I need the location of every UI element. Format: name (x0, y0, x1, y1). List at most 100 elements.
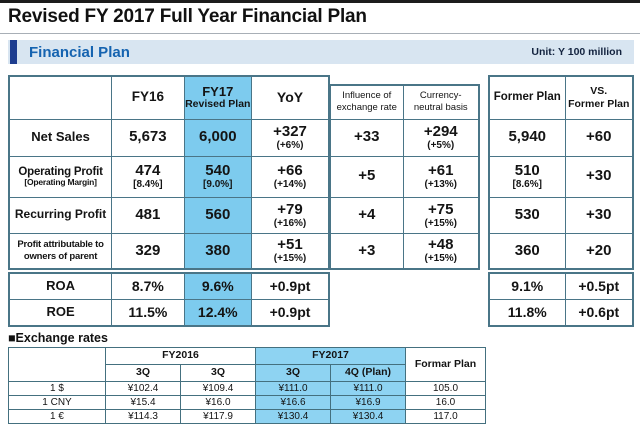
recurring-profit-currency-neutral: +75 (+15%) (402, 196, 480, 234)
col-header-fy16: FY16 (111, 75, 185, 120)
eur-formar-plan: 117.0 (405, 409, 486, 424)
subtable-row-recurring-profit: +4 +75 (+15%) (329, 196, 480, 234)
row-label-profit-attributable: Profit attributable to owners of parent (8, 232, 113, 270)
net-sales-influence: +33 (329, 118, 404, 157)
eur-fy2017-3q: ¥130.4 (255, 409, 331, 424)
title-divider (0, 33, 640, 34)
net-sales-yoy: +327 (+6%) (250, 118, 330, 157)
usd-fy2016-q2: ¥109.4 (180, 381, 256, 396)
subtable-row-net-sales: +33 +294 (+5%) (329, 118, 480, 157)
cny-fy2017-4q: ¥16.9 (330, 395, 406, 410)
profit-attributable-former: 360 (488, 232, 566, 270)
top-border-bar (0, 0, 640, 3)
recurring-profit-vs-former: +30 (564, 196, 634, 234)
col-header-former-plan: Former Plan (488, 75, 566, 120)
col-header-fy2016-q1: 3Q (105, 364, 181, 382)
row-label-roa: ROA (8, 272, 113, 300)
section-accent-stripe (10, 40, 17, 64)
table-row-operating-profit: Operating Profit [Operating Margin] 474 … (8, 155, 330, 198)
col-header-fy2016: FY2016 (105, 347, 256, 365)
row-label-operating-profit: Operating Profit [Operating Margin] (8, 155, 113, 198)
profit-attributable-currency-neutral: +48 (+15%) (402, 232, 480, 270)
exchange-row-eur: 1 € ¥114.3 ¥117.9 ¥130.4 ¥130.4 117.0 (8, 409, 486, 424)
roe-yoy: +0.9pt (250, 298, 330, 327)
row-label-roe: ROE (8, 298, 113, 327)
usd-fy2016-q1: ¥102.4 (105, 381, 181, 396)
col-header-fy2017-3q: 3Q (255, 364, 331, 382)
row-label-eur: 1 € (8, 409, 106, 424)
table-row-roa: ROA 8.7% 9.6% +0.9pt (8, 272, 330, 300)
former-plan-header-row: Former Plan VS. Former Plan (488, 75, 634, 120)
exchange-row-cny: 1 CNY ¥15.4 ¥16.0 ¥16.6 ¥16.9 16.0 (8, 395, 486, 410)
net-sales-fy16: 5,673 (111, 118, 185, 157)
row-label-usd: 1 $ (8, 381, 106, 396)
operating-profit-fy17: 540 [9.0%] (183, 155, 252, 198)
former-plan-row-profit-attributable: 360 +20 (488, 232, 634, 270)
usd-formar-plan: 105.0 (405, 381, 486, 396)
eur-fy2016-q2: ¥117.9 (180, 409, 256, 424)
section-title: Financial Plan (29, 43, 130, 61)
exchange-influence-subtable: Influence of exchange rate Currency- neu… (329, 84, 480, 270)
net-sales-former: 5,940 (488, 118, 566, 157)
row-label-cny: 1 CNY (8, 395, 106, 410)
former-plan-row-roe: 11.8% +0.6pt (488, 298, 634, 327)
col-header-fy2017: FY2017 (255, 347, 406, 365)
exchange-corner-cell (8, 347, 106, 382)
eur-fy2017-4q: ¥130.4 (330, 409, 406, 424)
operating-profit-yoy: +66 (+14%) (250, 155, 330, 198)
roe-former: 11.8% (488, 298, 566, 327)
financial-plan-table: FY16 FY17 Revised Plan YoY Net Sales 5,6… (8, 75, 330, 270)
page-title: Revised FY 2017 Full Year Financial Plan (8, 6, 367, 27)
col-header-formar-plan: Formar Plan (405, 347, 486, 382)
operating-profit-influence: +5 (329, 155, 404, 198)
col-header-influence-of-exchange-rate: Influence of exchange rate (329, 84, 404, 120)
subtable-row-operating-profit: +5 +61 (+13%) (329, 155, 480, 198)
roe-fy17: 12.4% (183, 298, 252, 327)
col-header-currency-neutral-basis: Currency- neutral basis (402, 84, 480, 120)
recurring-profit-former: 530 (488, 196, 566, 234)
profit-attributable-influence: +3 (329, 232, 404, 270)
exchange-rates-title: ■Exchange rates (8, 331, 108, 345)
col-header-vs-former-plan: VS. Former Plan (564, 75, 634, 120)
former-plan-row-roa: 9.1% +0.5pt (488, 272, 634, 300)
roa-roe-table: ROA 8.7% 9.6% +0.9pt ROE 11.5% 12.4% +0.… (8, 272, 330, 327)
operating-profit-currency-neutral: +61 (+13%) (402, 155, 480, 198)
table-row-roe: ROE 11.5% 12.4% +0.9pt (8, 298, 330, 327)
row-label-recurring-profit: Recurring Profit (8, 196, 113, 234)
row-label-net-sales: Net Sales (8, 118, 113, 157)
table-row-profit-attributable: Profit attributable to owners of parent … (8, 232, 330, 270)
recurring-profit-influence: +4 (329, 196, 404, 234)
exchange-header-row-1: FY2016 FY2017 Formar Plan (8, 347, 486, 382)
table-row-recurring-profit: Recurring Profit 481 560 +79 (+16%) (8, 196, 330, 234)
profit-attributable-yoy: +51 (+15%) (250, 232, 330, 270)
roa-fy16: 8.7% (111, 272, 185, 300)
col-header-fy2017-4q-plan: 4Q (Plan) (330, 364, 406, 382)
operating-profit-vs-former: +30 (564, 155, 634, 198)
recurring-profit-yoy: +79 (+16%) (250, 196, 330, 234)
col-header-fy2016-q2: 3Q (180, 364, 256, 382)
roe-fy16: 11.5% (111, 298, 185, 327)
recurring-profit-fy17: 560 (183, 196, 252, 234)
former-plan-row-recurring-profit: 530 +30 (488, 196, 634, 234)
eur-fy2016-q1: ¥114.3 (105, 409, 181, 424)
cny-fy2016-q1: ¥15.4 (105, 395, 181, 410)
roe-vs-former: +0.6pt (564, 298, 634, 327)
col-header-yoy: YoY (250, 75, 330, 120)
subtable-row-profit-attributable: +3 +48 (+15%) (329, 232, 480, 270)
table-row-net-sales: Net Sales 5,673 6,000 +327 (+6%) (8, 118, 330, 157)
former-plan-row-net-sales: 5,940 +60 (488, 118, 634, 157)
cny-fy2016-q2: ¥16.0 (180, 395, 256, 410)
usd-fy2017-4q: ¥111.0 (330, 381, 406, 396)
former-plan-row-operating-profit: 510 [8.6%] +30 (488, 155, 634, 198)
roa-vs-former: +0.5pt (564, 272, 634, 300)
net-sales-currency-neutral: +294 (+5%) (402, 118, 480, 157)
operating-profit-former: 510 [8.6%] (488, 155, 566, 198)
former-plan-table: Former Plan VS. Former Plan 5,940 +60 51… (488, 75, 634, 270)
former-plan-roa-roe-table: 9.1% +0.5pt 11.8% +0.6pt (488, 272, 634, 327)
recurring-profit-fy16: 481 (111, 196, 185, 234)
section-header: Financial Plan Unit: Y 100 million (8, 40, 634, 64)
operating-profit-fy16: 474 [8.4%] (111, 155, 185, 198)
subtable-header-row: Influence of exchange rate Currency- neu… (329, 84, 480, 120)
exchange-row-usd: 1 $ ¥102.4 ¥109.4 ¥111.0 ¥111.0 105.0 (8, 381, 486, 396)
